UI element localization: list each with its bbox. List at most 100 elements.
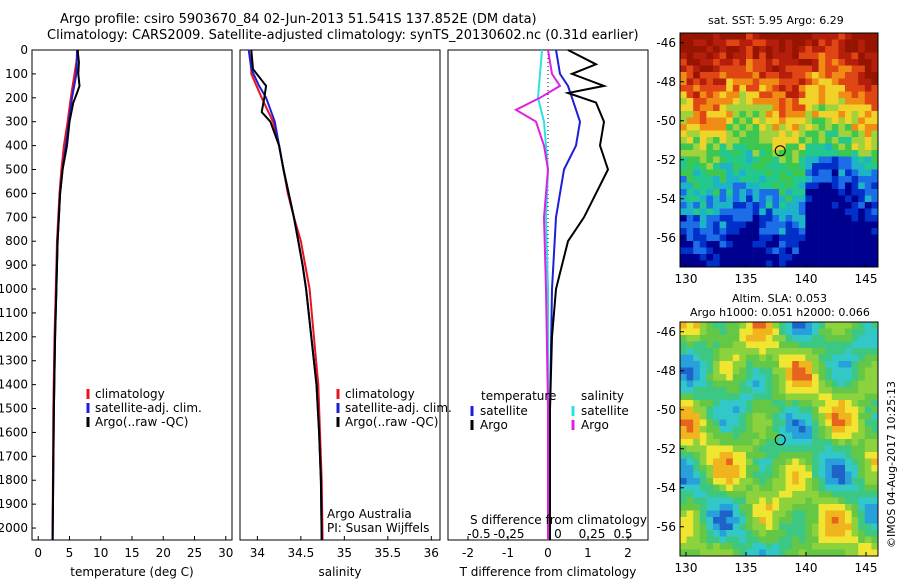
map-cell	[739, 348, 747, 355]
map-cell	[686, 452, 694, 459]
map-cell	[831, 59, 839, 66]
map-cell	[779, 176, 786, 183]
map-cell	[798, 406, 806, 414]
map-cell	[746, 52, 753, 60]
map-cell	[864, 393, 872, 401]
difference-panel-xtick-label: 0	[544, 546, 552, 560]
map-cell	[732, 361, 740, 368]
map-cell	[831, 354, 839, 362]
map-cell	[739, 497, 747, 505]
map-cell	[686, 348, 694, 355]
map-cell	[858, 176, 866, 183]
map-cell	[726, 156, 734, 164]
sst-map-ytick-label: -50	[656, 114, 676, 128]
map-cell	[851, 215, 859, 222]
map-cell	[812, 85, 819, 92]
map-cell	[792, 260, 800, 268]
map-cell	[871, 98, 879, 105]
map-cell	[845, 163, 852, 170]
map-cell	[686, 85, 694, 92]
map-cell	[746, 130, 753, 138]
map-cell	[732, 354, 740, 362]
map-cell	[785, 517, 793, 524]
map-cell	[805, 491, 813, 498]
sla-map-xtick-label: 145	[855, 561, 878, 575]
map-cell	[772, 254, 780, 261]
map-cell	[726, 65, 734, 73]
map-cell	[746, 348, 753, 355]
map-cell	[818, 104, 826, 112]
map-cell	[732, 111, 740, 118]
map-cell	[825, 39, 833, 47]
map-cell	[845, 195, 852, 203]
map-cell	[713, 393, 720, 401]
map-cell	[805, 111, 813, 118]
map-cell	[812, 72, 819, 79]
map-cell	[858, 98, 866, 105]
map-cell	[818, 406, 826, 414]
map-cell	[812, 143, 819, 151]
map-cell	[706, 143, 714, 151]
legend-label: satellite	[581, 404, 629, 418]
salinity-annotation-line2: PI: Susan Wijffels	[327, 521, 430, 535]
map-cell	[752, 117, 760, 125]
map-cell	[864, 335, 872, 342]
map-cell	[732, 478, 740, 485]
map-cell	[858, 39, 866, 47]
map-cell	[739, 91, 747, 99]
map-cell	[845, 78, 852, 86]
map-cell	[726, 228, 734, 235]
map-cell	[713, 504, 720, 511]
map-cell	[719, 393, 727, 401]
map-cell	[765, 52, 773, 60]
map-cell	[680, 130, 687, 138]
map-cell	[706, 117, 714, 125]
map-cell	[838, 150, 846, 157]
map-cell	[765, 458, 773, 466]
map-cell	[779, 523, 786, 531]
map-cell	[831, 523, 839, 531]
map-cell	[805, 432, 813, 440]
map-cell	[713, 215, 720, 222]
map-cell	[706, 400, 714, 407]
map-cell	[845, 406, 852, 414]
map-cell	[818, 78, 826, 86]
map-cell	[699, 452, 707, 459]
map-cell	[858, 189, 866, 196]
map-cell	[759, 471, 767, 479]
map-cell	[825, 104, 833, 112]
map-cell	[706, 536, 714, 544]
map-cell	[739, 78, 747, 86]
map-cell	[693, 72, 701, 79]
map-cell	[864, 348, 872, 355]
map-cell	[772, 221, 780, 229]
map-cell	[831, 143, 839, 151]
map-cell	[746, 169, 753, 177]
map-cell	[706, 393, 714, 401]
map-cell	[706, 465, 714, 472]
map-cell	[719, 169, 727, 177]
map-cell	[739, 530, 747, 537]
map-cell	[713, 543, 720, 550]
map-cell	[851, 98, 859, 105]
map-cell	[759, 335, 767, 342]
map-cell	[752, 328, 760, 336]
map-cell	[732, 374, 740, 381]
map-cell	[719, 254, 727, 261]
map-cell	[792, 523, 800, 531]
map-cell	[765, 130, 773, 138]
map-cell	[864, 374, 872, 381]
sst-map-frame	[679, 32, 879, 268]
map-cell	[765, 393, 773, 401]
map-cell	[831, 439, 839, 446]
map-cell	[818, 465, 826, 472]
map-cell	[838, 137, 846, 144]
map-cell	[851, 150, 859, 157]
map-cell	[831, 517, 839, 524]
map-cell	[686, 367, 694, 375]
map-cell	[759, 117, 767, 125]
map-cell	[746, 335, 753, 342]
map-cell	[845, 387, 852, 394]
map-cell	[686, 59, 694, 66]
map-cell	[759, 478, 767, 485]
